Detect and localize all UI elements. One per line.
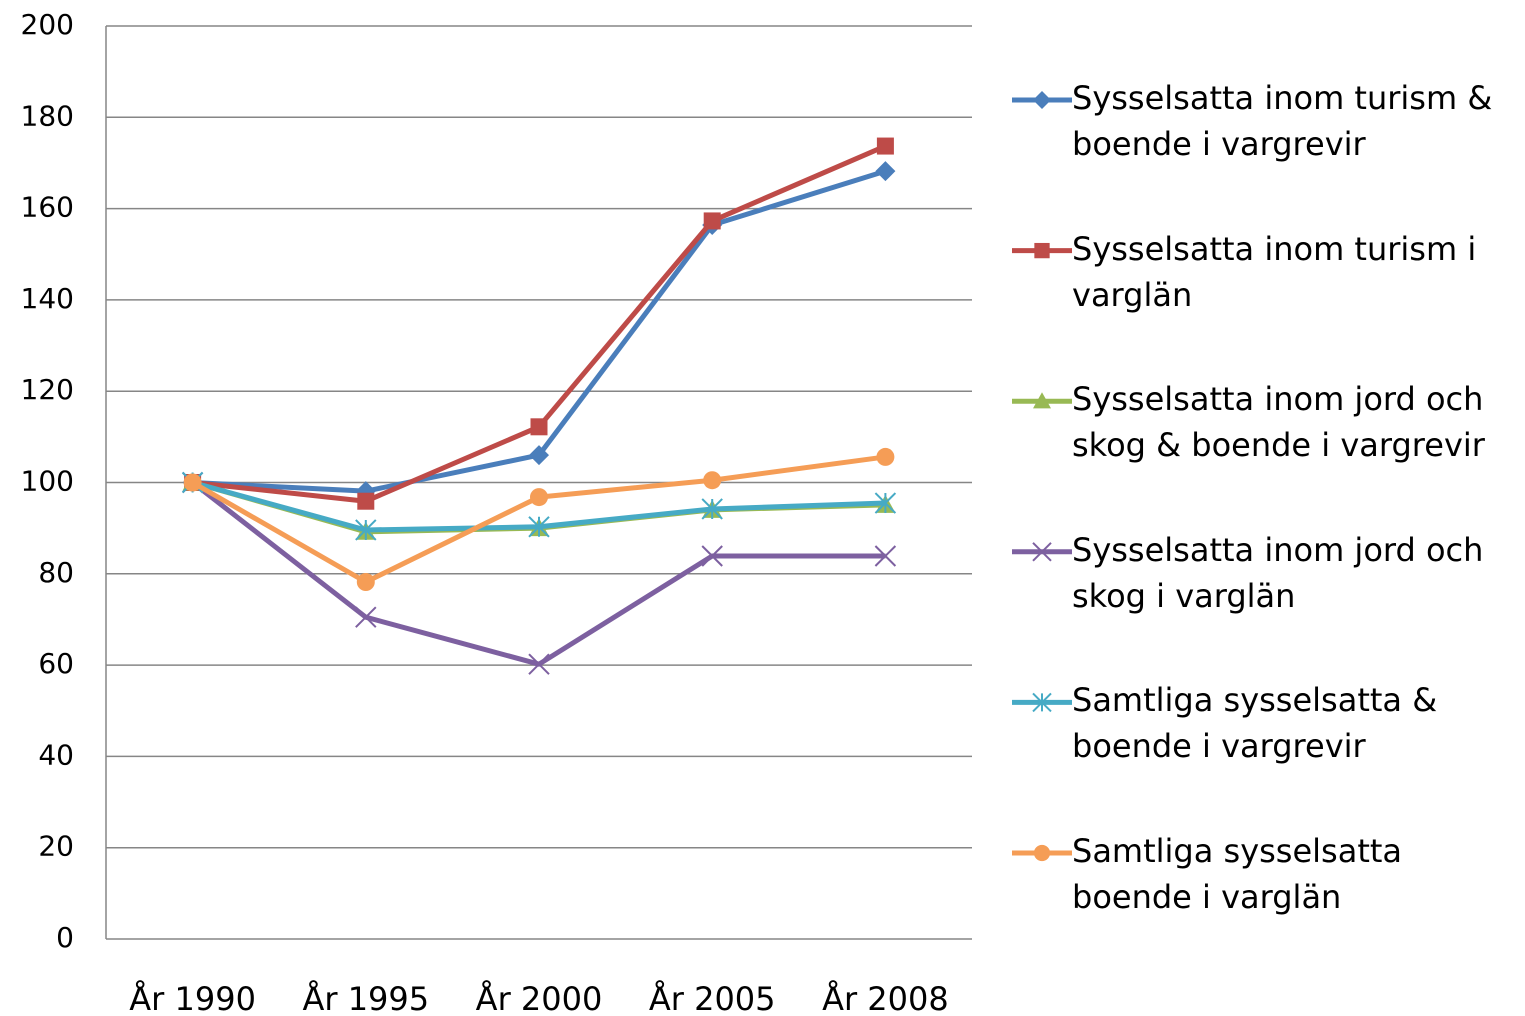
x-tick-label: År 1990	[129, 980, 256, 1016]
marker	[703, 212, 721, 230]
x-tick-label: År 2008	[822, 980, 949, 1016]
marker	[874, 545, 897, 567]
marker	[528, 653, 550, 675]
marker	[1033, 844, 1051, 862]
marker	[355, 519, 377, 541]
marker	[1033, 91, 1051, 109]
y-tick-label: 160	[21, 191, 74, 224]
marker	[530, 418, 548, 436]
legend-label: Sysselsatta inom jord och skog & boende …	[1072, 380, 1485, 465]
marker	[703, 471, 722, 490]
legend-label: Sysselsatta inom turism i varglän	[1072, 229, 1477, 314]
marker	[1032, 542, 1052, 562]
marker	[876, 137, 894, 155]
y-tick-label: 60	[38, 647, 74, 680]
marker	[876, 447, 895, 466]
marker	[183, 473, 202, 492]
marker	[874, 492, 897, 514]
y-tick-label: 20	[38, 830, 74, 863]
marker	[529, 445, 549, 466]
series-line	[192, 168, 887, 494]
marker	[701, 498, 723, 520]
marker	[528, 516, 550, 538]
y-tick-label: 0	[56, 921, 74, 954]
legend-label: Sysselsatta inom jord och skog i varglän	[1072, 530, 1484, 615]
marker	[357, 492, 375, 510]
legend-label: Sysselsatta inom turism & boende i vargr…	[1072, 79, 1493, 163]
marker	[701, 545, 723, 567]
x-tick-label: År 2000	[476, 980, 603, 1016]
x-tick-label: År 1995	[302, 980, 429, 1016]
marker	[875, 161, 896, 182]
marker	[1034, 242, 1050, 259]
x-tick-label: År 2005	[649, 980, 776, 1016]
marker	[1032, 692, 1052, 713]
y-tick-label: 200	[21, 8, 74, 41]
marker	[1033, 392, 1051, 409]
y-tick-label: 120	[21, 373, 74, 406]
y-tick-label: 80	[38, 556, 74, 589]
legend-label: Samtliga sysselsatta & boende i vargrevi…	[1072, 681, 1438, 766]
y-tick-label: 140	[21, 282, 74, 315]
marker	[356, 573, 375, 592]
y-tick-label: 100	[21, 465, 74, 498]
y-tick-label: 180	[21, 99, 74, 132]
marker	[355, 606, 377, 628]
legend-label: Samtliga sysselsatta boende i varglän	[1072, 832, 1403, 916]
y-tick-label: 40	[38, 738, 74, 771]
marker	[530, 488, 548, 507]
